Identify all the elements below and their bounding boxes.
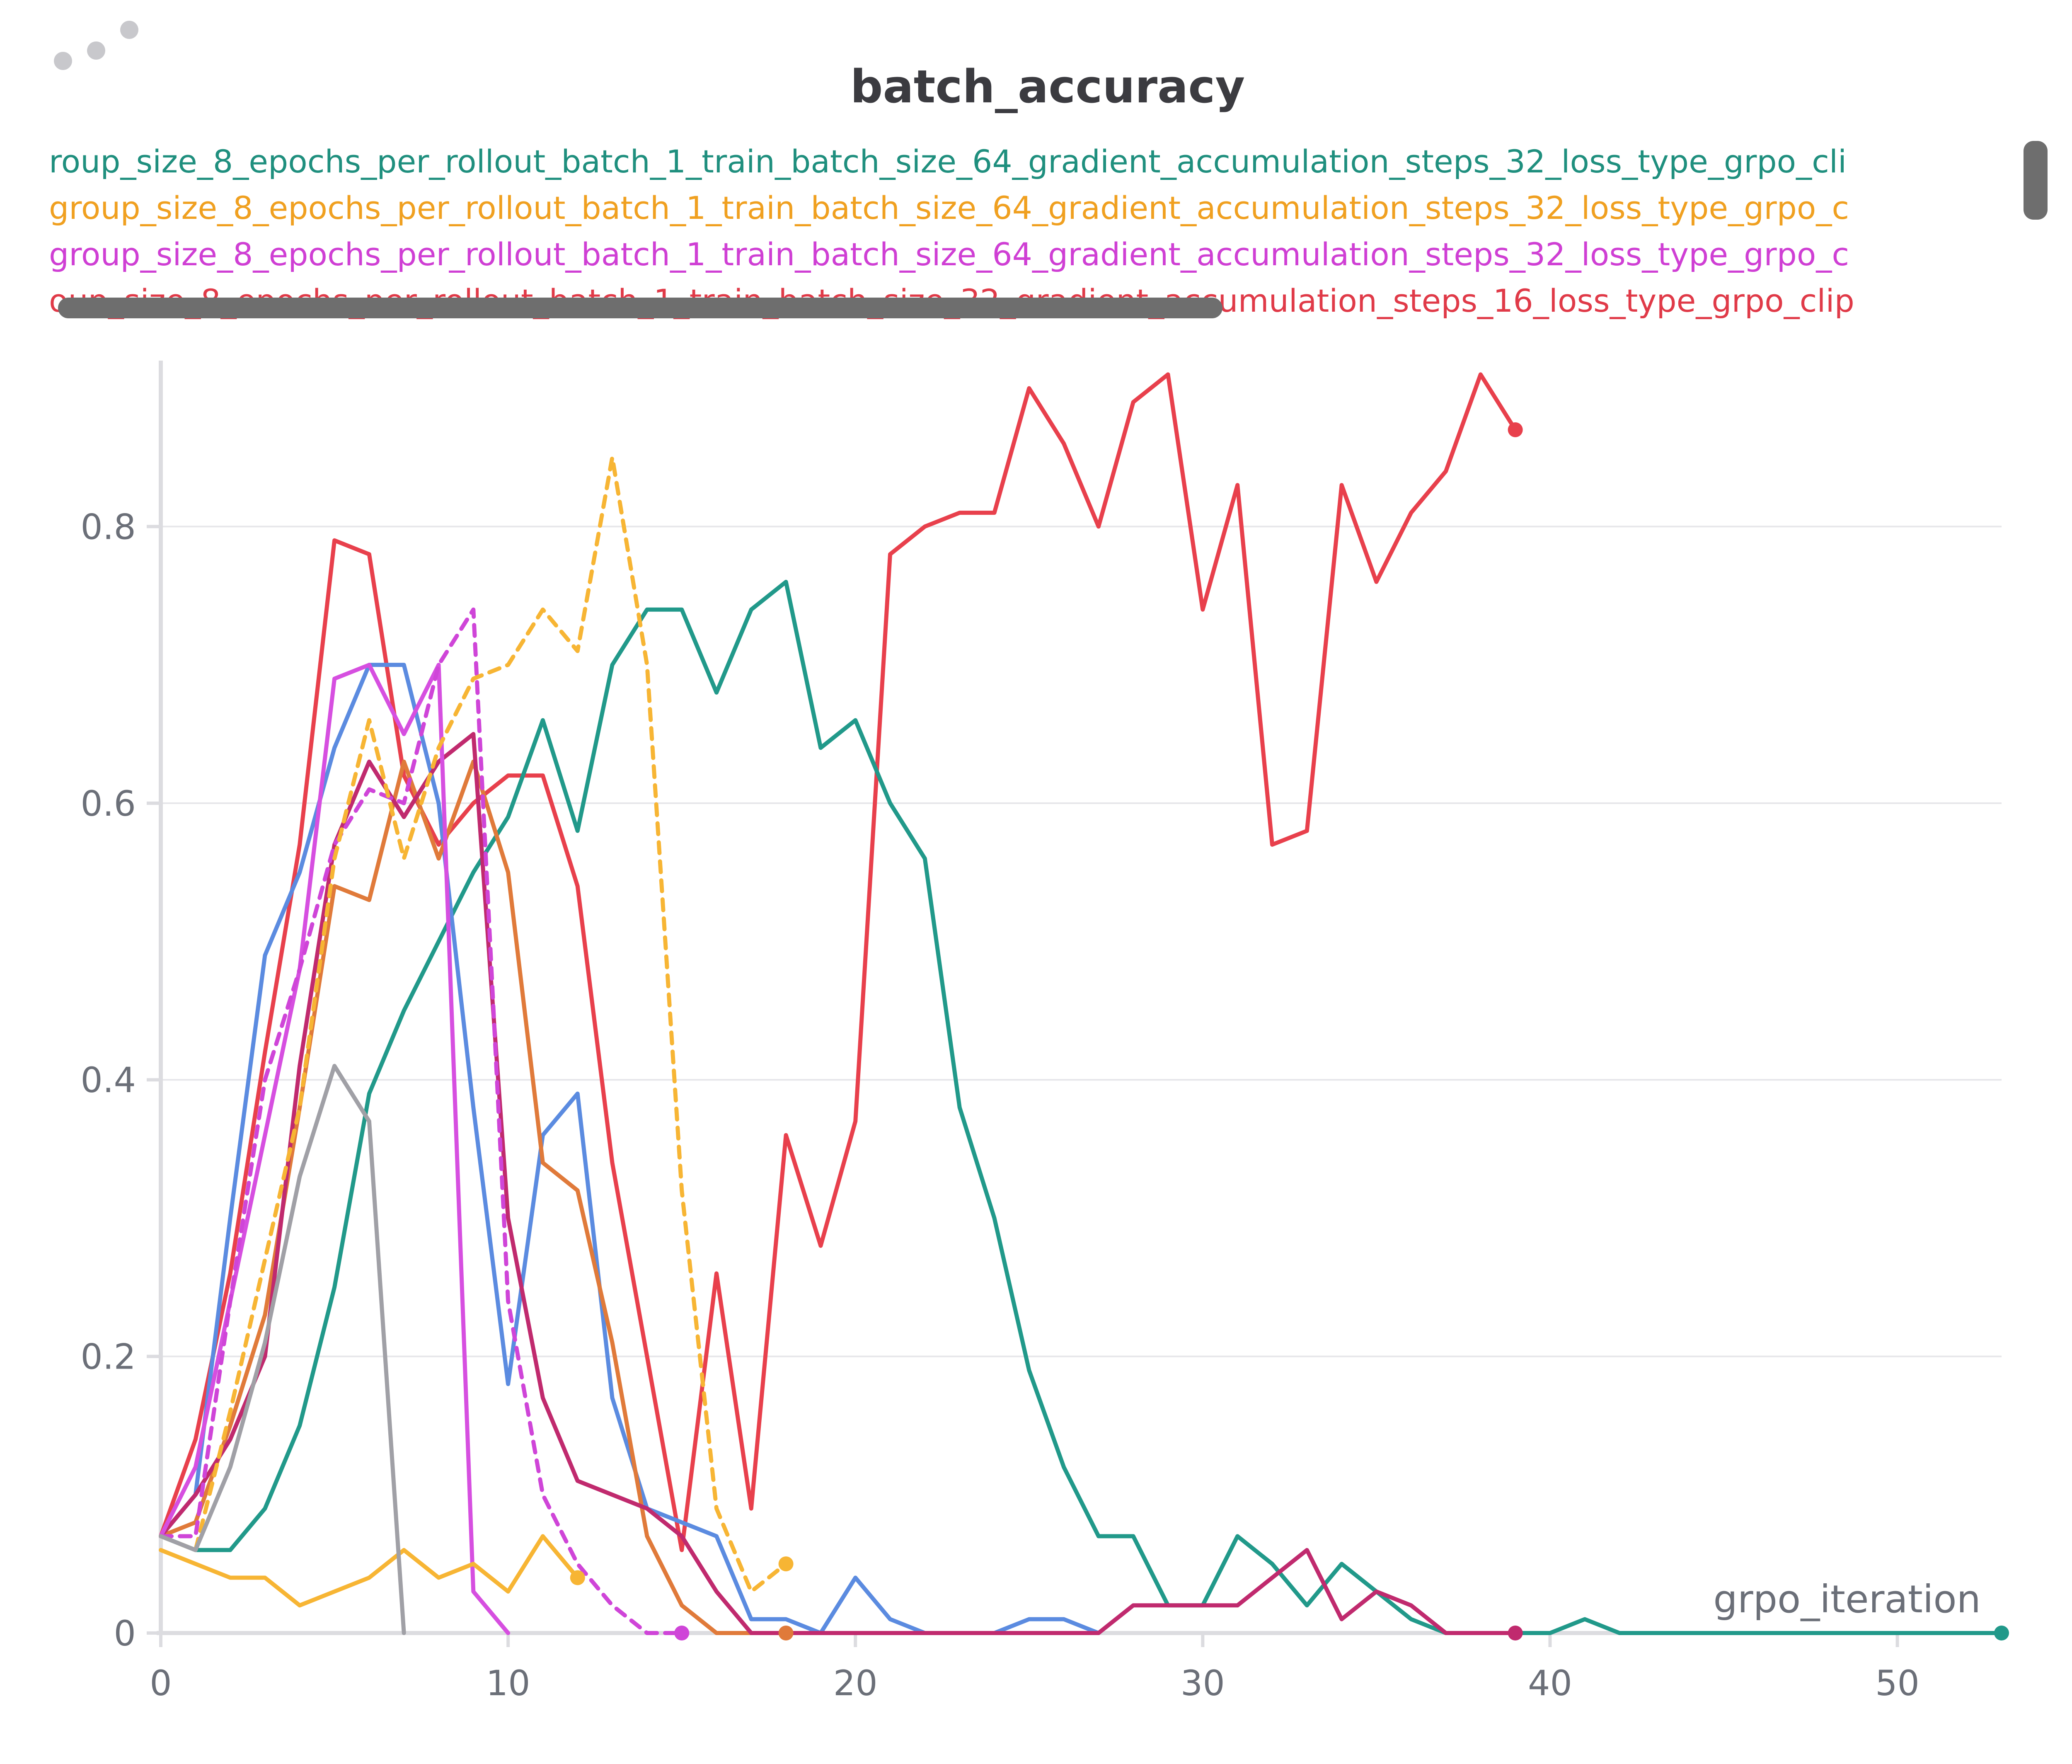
- series-end-point: [778, 1556, 794, 1572]
- legend-horizontal-scrollbar[interactable]: [58, 298, 1222, 318]
- series-line: [159, 1064, 406, 1635]
- series-line: [159, 372, 1518, 1552]
- legend-vertical-scrollbar[interactable]: [2024, 141, 2048, 220]
- series-end-point: [1508, 1626, 1523, 1640]
- series-line: [159, 663, 511, 1635]
- series-line: [159, 455, 788, 1594]
- series-line: [159, 579, 2004, 1635]
- legend-entry[interactable]: group_size_8_epochs_per_rollout_batch_1_…: [49, 189, 1849, 226]
- series-line: [159, 1534, 580, 1608]
- x-tick-label: 20: [833, 1663, 878, 1703]
- series-lines: [159, 372, 2004, 1635]
- x-tick-label: 50: [1875, 1663, 1920, 1703]
- panel-drag-handle-icon[interactable]: [50, 17, 149, 75]
- y-tick-label: 0.4: [80, 1060, 136, 1100]
- series-end-markers: [570, 422, 2009, 1640]
- series-end-point: [674, 1626, 690, 1640]
- tick-labels: 0 10 20 30 40 50 0 0.2 0.4 0.6 0.8: [80, 506, 1920, 1703]
- grid-lines: [161, 526, 2002, 1357]
- x-tick-label: 40: [1528, 1663, 1572, 1703]
- series-end-point: [1508, 422, 1523, 437]
- series-line: [159, 663, 1101, 1635]
- series-end-point: [1994, 1626, 2009, 1640]
- y-tick-label: 0.2: [80, 1337, 136, 1377]
- series-line: [159, 759, 788, 1635]
- x-tick-label: 0: [150, 1663, 172, 1703]
- legend[interactable]: roup_size_8_epochs_per_rollout_batch_1_t…: [49, 141, 2050, 319]
- legend-entry[interactable]: group_size_8_epochs_per_rollout_batch_1_…: [49, 236, 1849, 273]
- chart-title: batch_accuracy: [850, 60, 1245, 113]
- y-tick-label: 0.6: [80, 783, 136, 824]
- y-tick-label: 0.8: [80, 506, 136, 547]
- x-tick-label: 30: [1181, 1663, 1225, 1703]
- legend-entry[interactable]: roup_size_8_epochs_per_rollout_batch_1_t…: [49, 143, 1847, 180]
- axes: [147, 361, 2002, 1647]
- series-end-point: [570, 1570, 585, 1585]
- y-tick-label: 0: [114, 1613, 136, 1654]
- x-axis-title: grpo_iteration: [1713, 1577, 1981, 1621]
- series-end-point: [778, 1626, 794, 1640]
- series-line: [159, 607, 684, 1635]
- x-tick-label: 10: [486, 1663, 530, 1703]
